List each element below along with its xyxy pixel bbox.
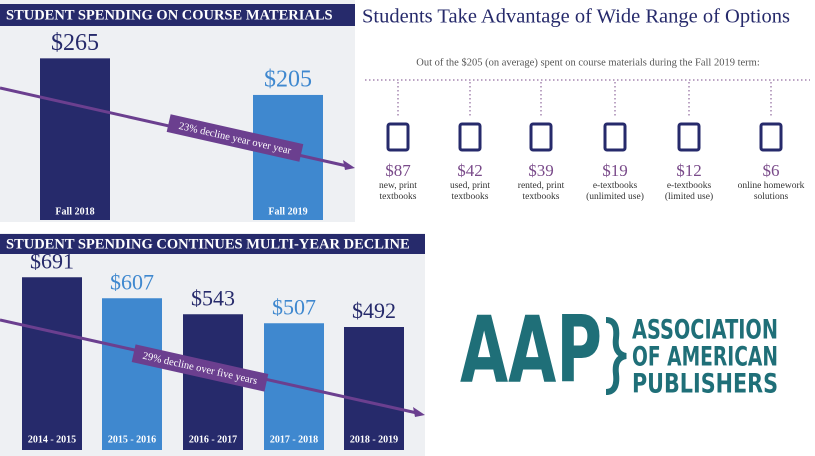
value-label: $691 [30, 248, 74, 273]
item-label: (unlimited use) [586, 191, 644, 202]
category-label: 2018 - 2019 [350, 434, 398, 445]
bar [40, 58, 110, 220]
item-label: (limited use) [665, 191, 713, 202]
item-label: used, print [450, 181, 490, 191]
logo-name: PUBLISHERS [632, 369, 778, 400]
icon [759, 122, 783, 152]
item-label: e-textbooks [593, 181, 638, 191]
category-label: Fall 2019 [268, 206, 307, 217]
value-label: $507 [272, 294, 316, 319]
options-subtitle: Out of the $205 (on average) spent on co… [416, 57, 760, 68]
chart-title: STUDENT SPENDING ON COURSE MATERIALS [6, 7, 333, 23]
arrow-head [343, 160, 355, 170]
bar [102, 298, 162, 450]
category-label: 2016 - 2017 [189, 434, 237, 445]
category-label: 2014 - 2015 [28, 434, 76, 445]
category-label: Fall 2018 [55, 206, 94, 217]
value-label: $265 [51, 30, 99, 56]
logo-name: ASSOCIATION [632, 315, 778, 346]
amount: $6 [763, 161, 780, 180]
title-bar [0, 4, 355, 26]
amount: $39 [528, 161, 554, 180]
item-label: e-textbooks [667, 181, 712, 191]
item-label: textbooks [523, 192, 560, 202]
value-label: $543 [191, 285, 235, 310]
category-label: 2017 - 2018 [270, 434, 318, 445]
bar [344, 327, 404, 450]
icon [603, 122, 627, 152]
annotation-box [166, 114, 304, 162]
item-label: solutions [754, 192, 789, 202]
arrow-head [413, 407, 425, 417]
value-label: $205 [264, 66, 312, 92]
icon [529, 122, 553, 152]
item-label: textbooks [452, 192, 489, 202]
value-label: $607 [110, 269, 154, 294]
options-title: Students Take Advantage of Wide Range of… [362, 6, 790, 28]
chart-title: STUDENT SPENDING CONTINUES MULTI-YEAR DE… [6, 236, 410, 252]
logo-mark: AAP [460, 296, 602, 403]
logo-brace [605, 317, 627, 395]
logo-name: OF AMERICAN [632, 342, 778, 373]
title-bar [0, 234, 425, 254]
category-label: 2015 - 2016 [108, 434, 156, 445]
amount: $19 [602, 161, 628, 180]
bar [22, 277, 82, 450]
amount: $12 [676, 161, 702, 180]
amount: $42 [457, 161, 483, 180]
item-label: textbooks [380, 192, 417, 202]
annotation-box [131, 344, 269, 392]
icon [386, 122, 410, 152]
item-label: rented, print [518, 181, 565, 191]
icon [458, 122, 482, 152]
amount: $87 [385, 161, 411, 180]
icon [677, 122, 701, 152]
value-label: $492 [352, 298, 396, 323]
item-label: online homework [738, 181, 805, 191]
item-label: new, print [379, 181, 417, 191]
